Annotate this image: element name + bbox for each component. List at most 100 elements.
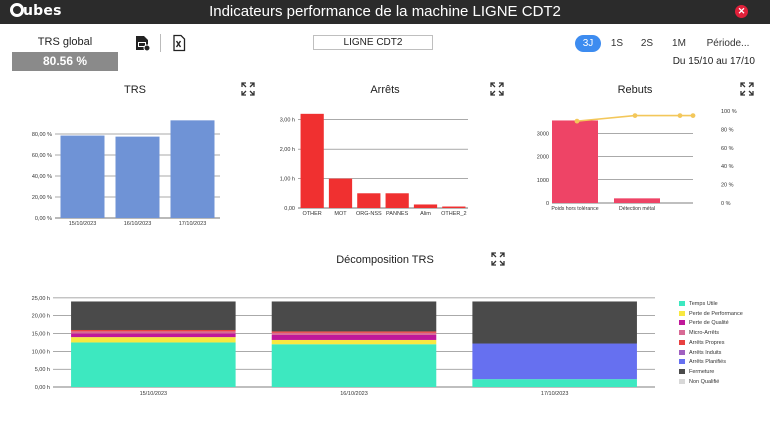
legend-swatch	[679, 339, 685, 345]
y-tick-label: 80,00 %	[32, 132, 52, 138]
expand-icon[interactable]	[241, 82, 255, 96]
stack-segment	[271, 332, 437, 335]
y-tick-label: 3,00 h	[280, 118, 295, 124]
y-tick-label: 15,00 h	[32, 332, 50, 338]
x-tick-label: OTHER_2	[441, 211, 466, 217]
title-bar: ubes Indicateurs performance de la machi…	[0, 0, 770, 24]
y-tick-label: 2,00 h	[280, 147, 295, 153]
legend-item[interactable]: Temps Utile	[679, 300, 718, 308]
legend-item[interactable]: Micro-Arrêts	[679, 329, 719, 337]
legend-label: Arrêts Induits	[689, 349, 722, 356]
bar	[385, 193, 409, 208]
y-tick-label: 0,00	[284, 206, 295, 212]
legend-label: Fermeture	[689, 368, 715, 375]
stack-segment	[271, 339, 437, 345]
bar	[357, 193, 381, 208]
y-tick-label: 2000	[537, 155, 549, 161]
stack-segment	[71, 301, 236, 330]
y-tick-label: 1000	[537, 178, 549, 184]
bar	[442, 206, 466, 208]
file-export-icon[interactable]	[133, 34, 151, 52]
legend-item[interactable]: Fermeture	[679, 368, 714, 376]
window-title: Indicateurs performance de la machine LI…	[209, 3, 561, 20]
y-tick-label: 20,00 %	[32, 195, 52, 201]
bar	[115, 136, 160, 218]
x-tick-label: MOT	[334, 211, 347, 217]
y2-tick-label: 100 %	[721, 109, 737, 115]
x-tick-label: PANNES	[386, 211, 409, 217]
trs-chart: 0,00 % 20,00 % 40,00 % 60,00 % 80,00 % 15/10/…	[32, 120, 220, 227]
y2-tick-label: 60 %	[721, 146, 734, 152]
legend-item[interactable]: Perte de Qualité	[679, 319, 729, 327]
y-tick-label: 0,00 h	[35, 385, 50, 391]
stack-segment	[271, 344, 437, 387]
y-tick-label: 10,00 h	[32, 349, 50, 355]
rebuts-chart: 0 1000 2000 3000 0 % 20 % 40 % 60 % 80 % 100 % Poi…	[537, 109, 737, 212]
bar	[300, 113, 324, 208]
period-3j-button[interactable]: 3J	[575, 35, 601, 52]
legend-item[interactable]: Arrêts Induits	[679, 349, 721, 357]
period-custom-button[interactable]: Période...	[706, 38, 750, 49]
y-tick-label: 20,00 h	[32, 314, 50, 320]
stack-segment	[71, 337, 236, 343]
toolbar-divider	[160, 34, 161, 52]
cumulative-line	[576, 114, 693, 122]
qubes-logo: ubes	[10, 3, 62, 19]
trs-global-label: TRS global	[37, 36, 93, 48]
legend-label: Micro-Arrêts	[689, 330, 719, 337]
x-tick-label: Alim	[420, 211, 431, 217]
legend-item[interactable]: Arrêts Propres	[679, 339, 724, 347]
bar	[552, 120, 598, 203]
close-icon[interactable]: ✕	[735, 5, 748, 18]
legend-swatch	[679, 301, 685, 307]
legend-label: Arrêts Propres	[689, 339, 725, 346]
cumulative-point	[632, 113, 638, 118]
legend-label: Perte de Performance	[689, 310, 743, 317]
trs-chart-title: TRS	[124, 84, 146, 96]
legend-item[interactable]: Non Qualifié	[679, 378, 719, 386]
bar	[60, 135, 105, 218]
x-tick-label: OTHER	[303, 211, 322, 217]
bar	[328, 178, 353, 208]
stack-segment	[71, 333, 236, 338]
period-1m-button[interactable]: 1M	[672, 38, 686, 49]
expand-icon[interactable]	[491, 252, 505, 266]
date-range: Du 15/10 au 17/10	[672, 56, 755, 67]
decomposition-chart: 0,00 h 5,00 h 10,00 h 15,00 h 20,00 h 25,00 h…	[32, 296, 655, 397]
cumulative-point	[690, 113, 696, 118]
legend-swatch	[679, 368, 685, 374]
x-tick-label: 17/10/2023	[541, 391, 569, 397]
decomposition-chart-title: Décomposition TRS	[336, 254, 434, 266]
legend-label: Arrêts Planifiés	[689, 359, 726, 366]
cumulative-point	[574, 118, 580, 124]
legend-swatch	[679, 320, 685, 326]
bar	[614, 198, 660, 203]
legend-item[interactable]: Perte de Performance	[679, 310, 743, 318]
y-tick-label: 0,00 %	[35, 216, 52, 222]
x-tick-label: 16/10/2023	[124, 221, 152, 227]
expand-icon[interactable]	[490, 82, 504, 96]
stack-segment	[271, 334, 437, 340]
arrets-chart: 0,00 1,00 h 2,00 h 3,00 h OTHER MOT ORG-NSS PAN…	[280, 113, 468, 217]
expand-icon[interactable]	[740, 82, 754, 96]
bar	[170, 120, 215, 218]
stack-segment	[71, 342, 236, 387]
cumulative-point	[677, 113, 683, 118]
stack-segment	[271, 301, 437, 332]
y-tick-label: 25,00 h	[32, 296, 50, 302]
y-tick-label: 5,00 h	[35, 367, 50, 373]
stack-segment	[472, 379, 637, 387]
legend-swatch	[679, 349, 685, 355]
legend-label: Perte de Qualité	[689, 320, 729, 327]
x-tick-label: Poids hors tolérance	[551, 206, 598, 212]
period-1s-button[interactable]: 1S	[610, 38, 624, 49]
legend-item[interactable]: Arrêts Planifiés	[679, 358, 726, 366]
legend-label: Non Qualifié	[689, 378, 720, 385]
excel-export-icon[interactable]	[170, 34, 188, 52]
machine-field[interactable]: LIGNE CDT2	[313, 35, 433, 50]
stack-segment	[71, 329, 236, 332]
period-2s-button[interactable]: 2S	[640, 38, 654, 49]
legend-swatch	[679, 310, 685, 316]
rebuts-chart-title: Rebuts	[617, 84, 653, 96]
legend-swatch	[679, 330, 685, 336]
